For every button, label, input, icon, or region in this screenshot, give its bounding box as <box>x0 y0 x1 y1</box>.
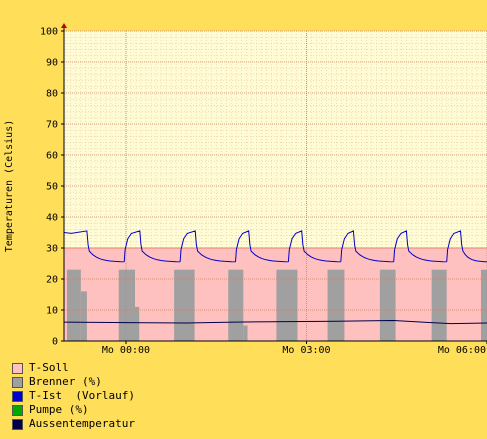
legend-label: Aussentemperatur <box>29 417 135 430</box>
brenner-bar <box>379 269 396 341</box>
x-tick-label: Mo 06:00 <box>438 345 486 356</box>
brenner-bar <box>135 306 140 341</box>
y-tick-label: 30 <box>46 244 58 255</box>
y-axis-label: Temperaturen (Celsius) <box>4 120 15 252</box>
y-tick-label: 60 <box>46 151 58 162</box>
t-soll-swatch <box>12 362 23 374</box>
brenner-bar <box>80 291 87 341</box>
y-tick-label: 70 <box>46 120 58 131</box>
y-tick-label: 50 <box>46 182 58 193</box>
brenner-bar <box>431 269 447 341</box>
y-tick-labels: 0 10 20 30 40 50 60 70 80 90 100 <box>40 27 58 348</box>
y-tick-label: 0 <box>52 337 58 348</box>
aussentemperatur-line <box>63 319 487 325</box>
x-tick-labels: Mo 00:00 Mo 03:00 Mo 06:00 <box>102 345 486 356</box>
axes <box>61 23 487 344</box>
legend-label: T-Ist (Vorlauf) <box>29 389 135 402</box>
brenner-bar <box>228 269 244 341</box>
brenner-swatch <box>12 376 23 388</box>
legend-label: Pumpe (%) <box>29 403 89 416</box>
y-axis-arrow <box>61 23 67 28</box>
major-grid <box>64 30 487 341</box>
pumpe-swatch <box>12 404 23 416</box>
brenner-bar <box>118 269 136 341</box>
brenner-bar <box>276 269 298 341</box>
aussentemperatur-swatch <box>12 418 23 430</box>
y-tick-label: 40 <box>46 213 58 224</box>
y-tick-label: 100 <box>40 27 58 38</box>
y-tick-label: 20 <box>46 275 58 286</box>
y-tick-label: 10 <box>46 306 58 317</box>
y-tick-label: 80 <box>46 89 58 100</box>
legend-item-t-ist: T-Ist (Vorlauf) <box>12 389 135 403</box>
brenner-bar <box>327 269 345 341</box>
t-ist-line <box>63 230 487 263</box>
x-tick-label: Mo 03:00 <box>282 345 330 356</box>
y-tick-label: 90 <box>46 58 58 69</box>
legend: T-Soll Brenner (%) T-Ist (Vorlauf) Pumpe… <box>12 361 135 431</box>
legend-item-aussentemperatur: Aussentemperatur <box>12 417 135 431</box>
brenner-bar <box>174 269 195 341</box>
t-ist-swatch <box>12 390 23 402</box>
legend-label: Brenner (%) <box>29 375 102 388</box>
legend-item-t-soll: T-Soll <box>12 361 135 375</box>
legend-item-pumpe: Pumpe (%) <box>12 403 135 417</box>
brenner-bar <box>67 269 81 341</box>
brenner-bar <box>480 269 487 341</box>
x-tick-label: Mo 00:00 <box>102 345 150 356</box>
legend-label: T-Soll <box>29 361 69 374</box>
brenner-bar <box>243 325 248 341</box>
legend-item-brenner: Brenner (%) <box>12 375 135 389</box>
